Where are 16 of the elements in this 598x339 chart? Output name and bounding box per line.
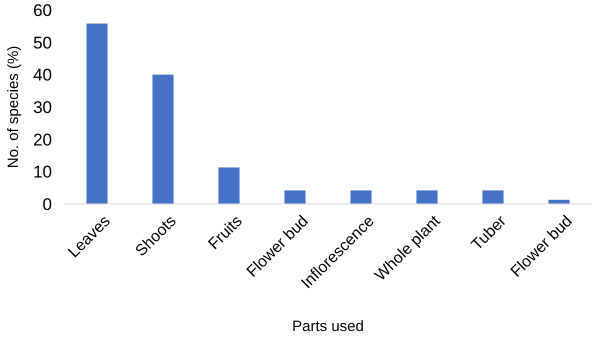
bar bbox=[284, 190, 306, 204]
bar bbox=[416, 190, 438, 204]
bar bbox=[152, 74, 174, 204]
y-tick-label: 60 bbox=[33, 0, 52, 20]
y-tick-label: 20 bbox=[33, 130, 52, 150]
bar bbox=[86, 24, 108, 204]
bar bbox=[482, 190, 504, 204]
y-tick-label: 10 bbox=[33, 162, 52, 182]
bar bbox=[350, 190, 372, 204]
y-tick-label: 50 bbox=[33, 33, 52, 52]
y-tick-label: 40 bbox=[33, 66, 52, 85]
x-axis-title: Parts used bbox=[292, 318, 364, 335]
y-axis-title: No. of species (%) bbox=[5, 46, 22, 168]
bar bbox=[218, 167, 240, 204]
y-tick-label: 0 bbox=[42, 194, 52, 214]
y-tick-label: 30 bbox=[33, 98, 52, 117]
